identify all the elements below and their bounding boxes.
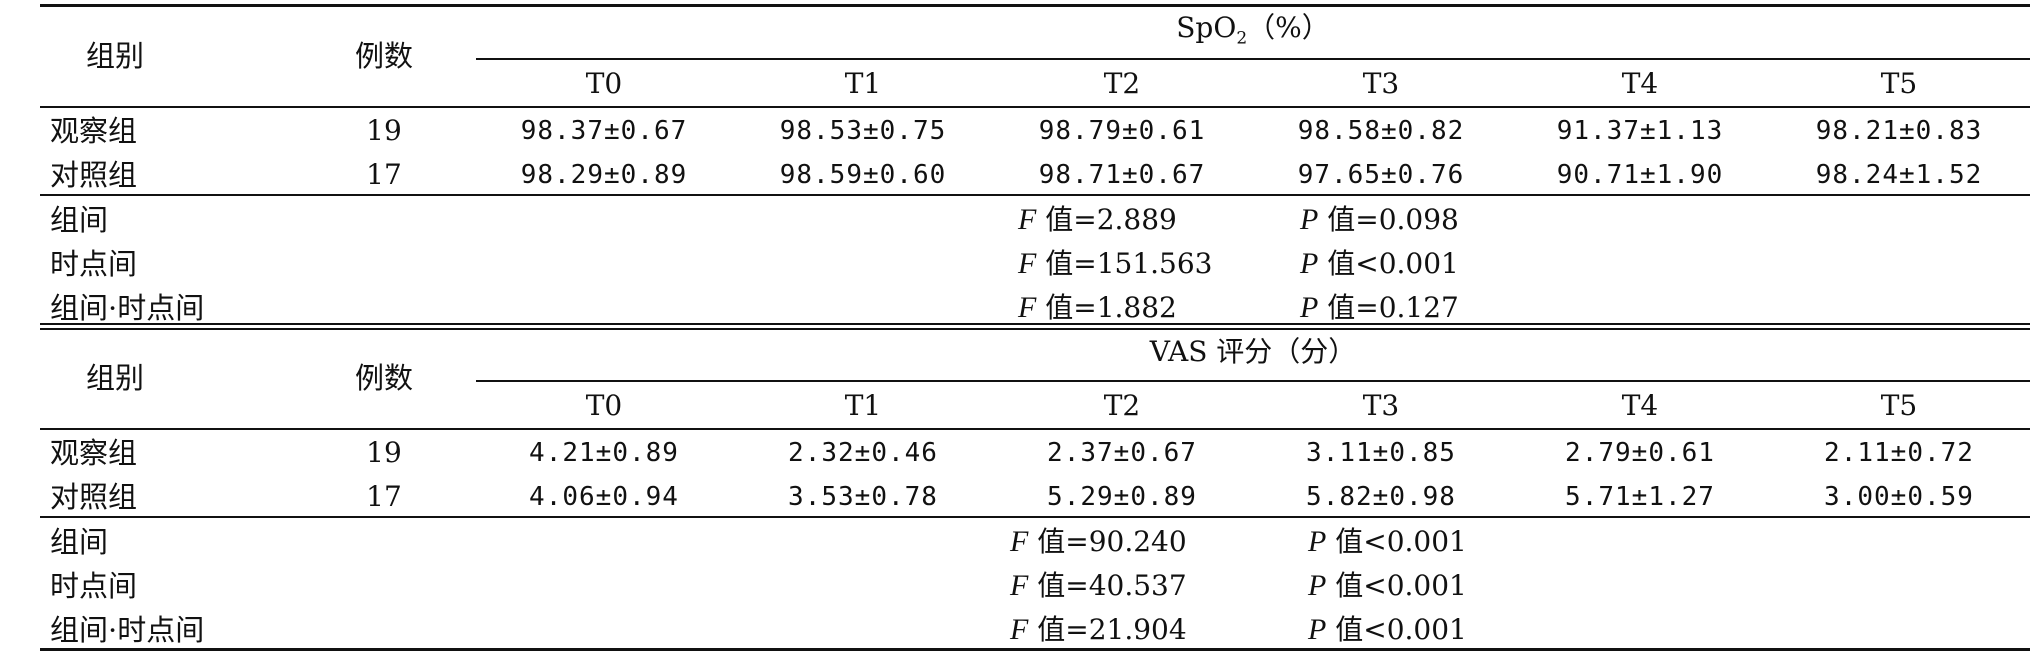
spo2-timepoint-header: T2 bbox=[1103, 67, 1141, 100]
row-group-label: 对照组 bbox=[50, 158, 138, 192]
row-group-label: 对照组 bbox=[50, 480, 138, 514]
table-cell: 5.71±1.27 bbox=[1565, 482, 1715, 512]
table-cell: 98.29±0.89 bbox=[520, 160, 688, 190]
spo2-timepoint-header: T0 bbox=[585, 67, 623, 100]
vas-timepoint-header: T1 bbox=[844, 389, 882, 422]
spo2-timepoint-header: T5 bbox=[1880, 67, 1918, 100]
stat-label: 组间 bbox=[50, 525, 109, 559]
vas-header-bottom-rule bbox=[40, 428, 2030, 430]
section-divider-rule-b bbox=[40, 328, 2030, 330]
p-value: P 值<0.001 bbox=[1308, 569, 1467, 602]
table-cell: 97.65±0.76 bbox=[1297, 160, 1465, 190]
f-value: F 值=2.889 bbox=[1018, 203, 1177, 236]
table-cell: 98.58±0.82 bbox=[1297, 116, 1465, 146]
row-count: 17 bbox=[366, 480, 402, 513]
table-cell: 4.06±0.94 bbox=[529, 482, 679, 512]
vas-body-bottom-rule bbox=[40, 516, 2030, 518]
p-value: P 值=0.127 bbox=[1300, 291, 1459, 324]
count-column-header: 例数 bbox=[354, 39, 414, 73]
p-value: P 值<0.001 bbox=[1308, 613, 1467, 646]
stat-label: 组间 bbox=[50, 203, 109, 237]
row-count: 19 bbox=[366, 114, 402, 147]
table-cell: 98.53±0.75 bbox=[779, 116, 947, 146]
table-cell: 98.24±1.52 bbox=[1815, 160, 1983, 190]
vas-timepoint-header: T3 bbox=[1362, 389, 1400, 422]
group-column-header: 组别 bbox=[85, 39, 145, 73]
vas-timepoint-header: T0 bbox=[585, 389, 623, 422]
p-value: P 值<0.001 bbox=[1308, 525, 1467, 558]
results-table: 组别 例数 SpO2（%） T0 T1 T2 T3 T4 T5 观察组 19 9… bbox=[40, 0, 2030, 656]
p-value: P 值=0.098 bbox=[1300, 203, 1459, 236]
stat-label: 时点间 bbox=[50, 247, 138, 281]
section-divider-rule-a bbox=[40, 323, 2030, 325]
f-value: F 值=40.537 bbox=[1010, 569, 1187, 602]
table-cell: 98.21±0.83 bbox=[1815, 116, 1983, 146]
vas-timepoint-header: T2 bbox=[1103, 389, 1141, 422]
table-cell: 3.53±0.78 bbox=[788, 482, 938, 512]
table-cell: 98.59±0.60 bbox=[779, 160, 947, 190]
vas-timepoint-header: T4 bbox=[1621, 389, 1659, 422]
p-value: P 值<0.001 bbox=[1300, 247, 1459, 280]
table-cell: 91.37±1.13 bbox=[1556, 116, 1724, 146]
f-value: F 值=21.904 bbox=[1010, 613, 1187, 646]
f-value: F 值=151.563 bbox=[1018, 247, 1213, 280]
group-column-header: 组别 bbox=[85, 361, 145, 395]
count-column-header: 例数 bbox=[354, 361, 414, 395]
table-bottom-rule bbox=[40, 648, 2030, 651]
row-group-label: 观察组 bbox=[50, 436, 138, 470]
spo2-body-bottom-rule bbox=[40, 194, 2030, 196]
table-cell: 2.79±0.61 bbox=[1565, 438, 1715, 468]
spo2-timepoint-header: T4 bbox=[1621, 67, 1659, 100]
table-cell: 2.32±0.46 bbox=[788, 438, 938, 468]
stat-label: 组间·时点间 bbox=[50, 613, 205, 647]
row-count: 17 bbox=[366, 158, 402, 191]
table-cell: 98.79±0.61 bbox=[1038, 116, 1206, 146]
vas-timepoint-header: T5 bbox=[1880, 389, 1918, 422]
table-cell: 98.37±0.67 bbox=[520, 116, 688, 146]
table-cell: 4.21±0.89 bbox=[529, 438, 679, 468]
table-cell: 90.71±1.90 bbox=[1556, 160, 1724, 190]
table-cell: 5.82±0.98 bbox=[1306, 482, 1456, 512]
f-value: F 值=1.882 bbox=[1018, 291, 1177, 324]
table-top-rule bbox=[40, 4, 2030, 7]
spo2-timepoint-header: T3 bbox=[1362, 67, 1400, 100]
row-count: 19 bbox=[366, 436, 402, 469]
stat-label: 时点间 bbox=[50, 569, 138, 603]
spo2-header-rule bbox=[476, 58, 2030, 60]
table-cell: 3.00±0.59 bbox=[1824, 482, 1974, 512]
table-cell: 2.37±0.67 bbox=[1047, 438, 1197, 468]
stat-label: 组间·时点间 bbox=[50, 291, 205, 325]
vas-header-rule bbox=[476, 380, 2030, 382]
spo2-timepoint-header: T1 bbox=[844, 67, 882, 100]
table-cell: 5.29±0.89 bbox=[1047, 482, 1197, 512]
spo2-metric-header: SpO2（%） bbox=[1176, 11, 1330, 49]
vas-metric-header: VAS 评分（分） bbox=[1149, 335, 1357, 368]
row-group-label: 观察组 bbox=[50, 114, 138, 148]
table-cell: 2.11±0.72 bbox=[1824, 438, 1974, 468]
spo2-header-bottom-rule bbox=[40, 106, 2030, 108]
f-value: F 值=90.240 bbox=[1010, 525, 1187, 558]
table-cell: 3.11±0.85 bbox=[1306, 438, 1456, 468]
table-cell: 98.71±0.67 bbox=[1038, 160, 1206, 190]
